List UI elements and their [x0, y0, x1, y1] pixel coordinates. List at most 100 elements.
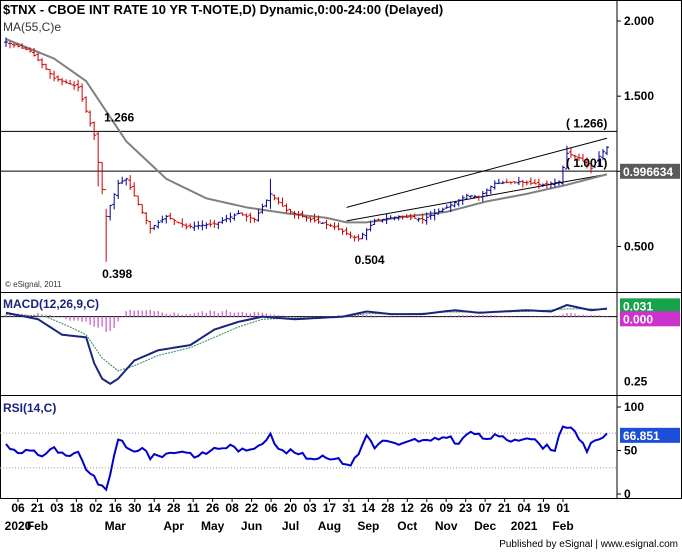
price-y-tick-label: 2.000: [624, 14, 654, 28]
price-bar: [376, 218, 381, 222]
price-bar: [128, 175, 133, 190]
price-bar: [120, 176, 125, 184]
price-bar: [164, 214, 169, 224]
price-bar: [328, 223, 333, 228]
footer-text: Published by eSignal | www.esignal.com: [499, 539, 678, 550]
macd-layer: [0, 303, 617, 386]
x-tick-label-day: 17: [323, 501, 337, 515]
price-last-value-badge: 0.996634: [623, 165, 673, 179]
price-bar: [108, 204, 113, 221]
price-bar: [596, 151, 601, 167]
annotation-high: 1.266: [104, 110, 134, 124]
x-tick-label-day: 08: [225, 501, 239, 515]
price-bar: [40, 58, 45, 69]
price-bar: [352, 235, 357, 242]
price-bar: [224, 214, 229, 223]
price-bar: [176, 221, 181, 224]
price-bar: [372, 218, 377, 225]
x-tick-label-day: 19: [537, 501, 551, 515]
macd-line: [5, 303, 608, 386]
price-bar: [588, 160, 593, 174]
x-tick-label-day: 09: [440, 501, 454, 515]
macd-last-value-badge-bg: [620, 298, 680, 314]
x-tick-label-month: Apr: [163, 519, 184, 533]
price-bar: [280, 197, 285, 207]
copyright-text: © eSignal, 2011: [5, 280, 62, 289]
x-tick-label-day: 12: [401, 501, 415, 515]
chart-title: $TNX - CBOE INT RATE 10 YR T-NOTE,D) Dyn…: [3, 2, 443, 17]
price-bar: [188, 223, 193, 229]
price-bar: [592, 161, 597, 169]
x-tick-label-month: Sep: [357, 519, 379, 533]
x-tick-label-day: 23: [459, 501, 473, 515]
price-bar: [480, 191, 485, 202]
price-bar: [36, 52, 41, 62]
price-bar: [400, 215, 405, 220]
price-y-tick-label: 1.500: [624, 89, 654, 103]
macd-y-tick-label: 0.25: [624, 374, 648, 388]
price-bar: [232, 213, 237, 221]
price-bar: [264, 199, 269, 208]
price-bar: [448, 201, 453, 213]
price-bar: [212, 219, 217, 228]
price-bar: [576, 153, 581, 161]
price-bar: [12, 42, 17, 48]
price-bar: [548, 181, 553, 189]
price-bar: [184, 223, 189, 230]
x-tick-label-day: 14: [148, 501, 162, 515]
price-bar: [228, 212, 233, 223]
price-bar: [520, 179, 525, 188]
price-bar: [532, 179, 537, 185]
price-bar: [288, 208, 293, 214]
price-bar: [412, 213, 417, 219]
price-bar: [32, 47, 37, 57]
price-bar: [340, 228, 345, 235]
price-bar: [132, 182, 137, 197]
price-bar: [464, 193, 469, 200]
price-bar: [580, 154, 585, 162]
x-tick-label-month: 2021: [511, 519, 538, 533]
price-bar: [80, 83, 85, 102]
price-bar: [360, 232, 365, 240]
x-tick-label-day: 18: [70, 501, 84, 515]
price-bar: [440, 207, 445, 213]
price-bar: [356, 234, 361, 242]
price-bar: [380, 218, 385, 223]
x-tick-label-day: 21: [498, 501, 512, 515]
price-bar: [316, 215, 321, 224]
x-tick-label-month: Mar: [105, 519, 127, 533]
price-bar: [424, 212, 429, 225]
price-bar: [456, 199, 461, 207]
price-bar: [304, 216, 309, 222]
x-tick-label-day: 20: [284, 501, 298, 515]
price-bar: [104, 189, 109, 262]
price-bar: [436, 208, 441, 215]
rsi-y-tick-label: 100: [624, 400, 644, 414]
price-bar: [384, 213, 389, 225]
price-bar: [168, 212, 173, 220]
price-bar: [556, 180, 561, 186]
rsi-layer: [0, 425, 617, 492]
rsi-legend-label: RSI(14,C): [3, 401, 56, 415]
price-bar: [388, 215, 393, 219]
price-bar: [344, 227, 349, 236]
x-tick-label-month: Feb: [552, 519, 573, 533]
price-bar: [544, 180, 549, 189]
x-tick-label-day: 31: [342, 501, 356, 515]
price-bar: [348, 231, 353, 239]
price-bar: [416, 217, 421, 222]
x-tick-label-day: 02: [89, 501, 103, 515]
signal-last-value-badge: 0.000: [623, 312, 653, 326]
rsi-last-value-badge-bg: [620, 427, 680, 443]
price-bar: [336, 222, 341, 231]
price-bar: [4, 37, 8, 47]
price-bar: [236, 210, 241, 215]
x-tick-label-day: 26: [206, 501, 220, 515]
price-bar: [244, 213, 249, 222]
price-bar: [152, 224, 157, 231]
rsi-y-tick-label: 50: [624, 444, 638, 458]
price-bar: [96, 131, 101, 187]
price-bar: [200, 220, 205, 231]
price-bar: [64, 79, 69, 84]
